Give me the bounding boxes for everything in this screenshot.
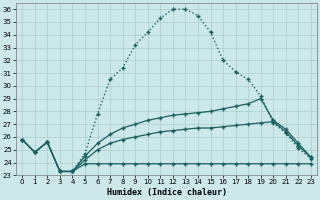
X-axis label: Humidex (Indice chaleur): Humidex (Indice chaleur) <box>107 188 227 197</box>
